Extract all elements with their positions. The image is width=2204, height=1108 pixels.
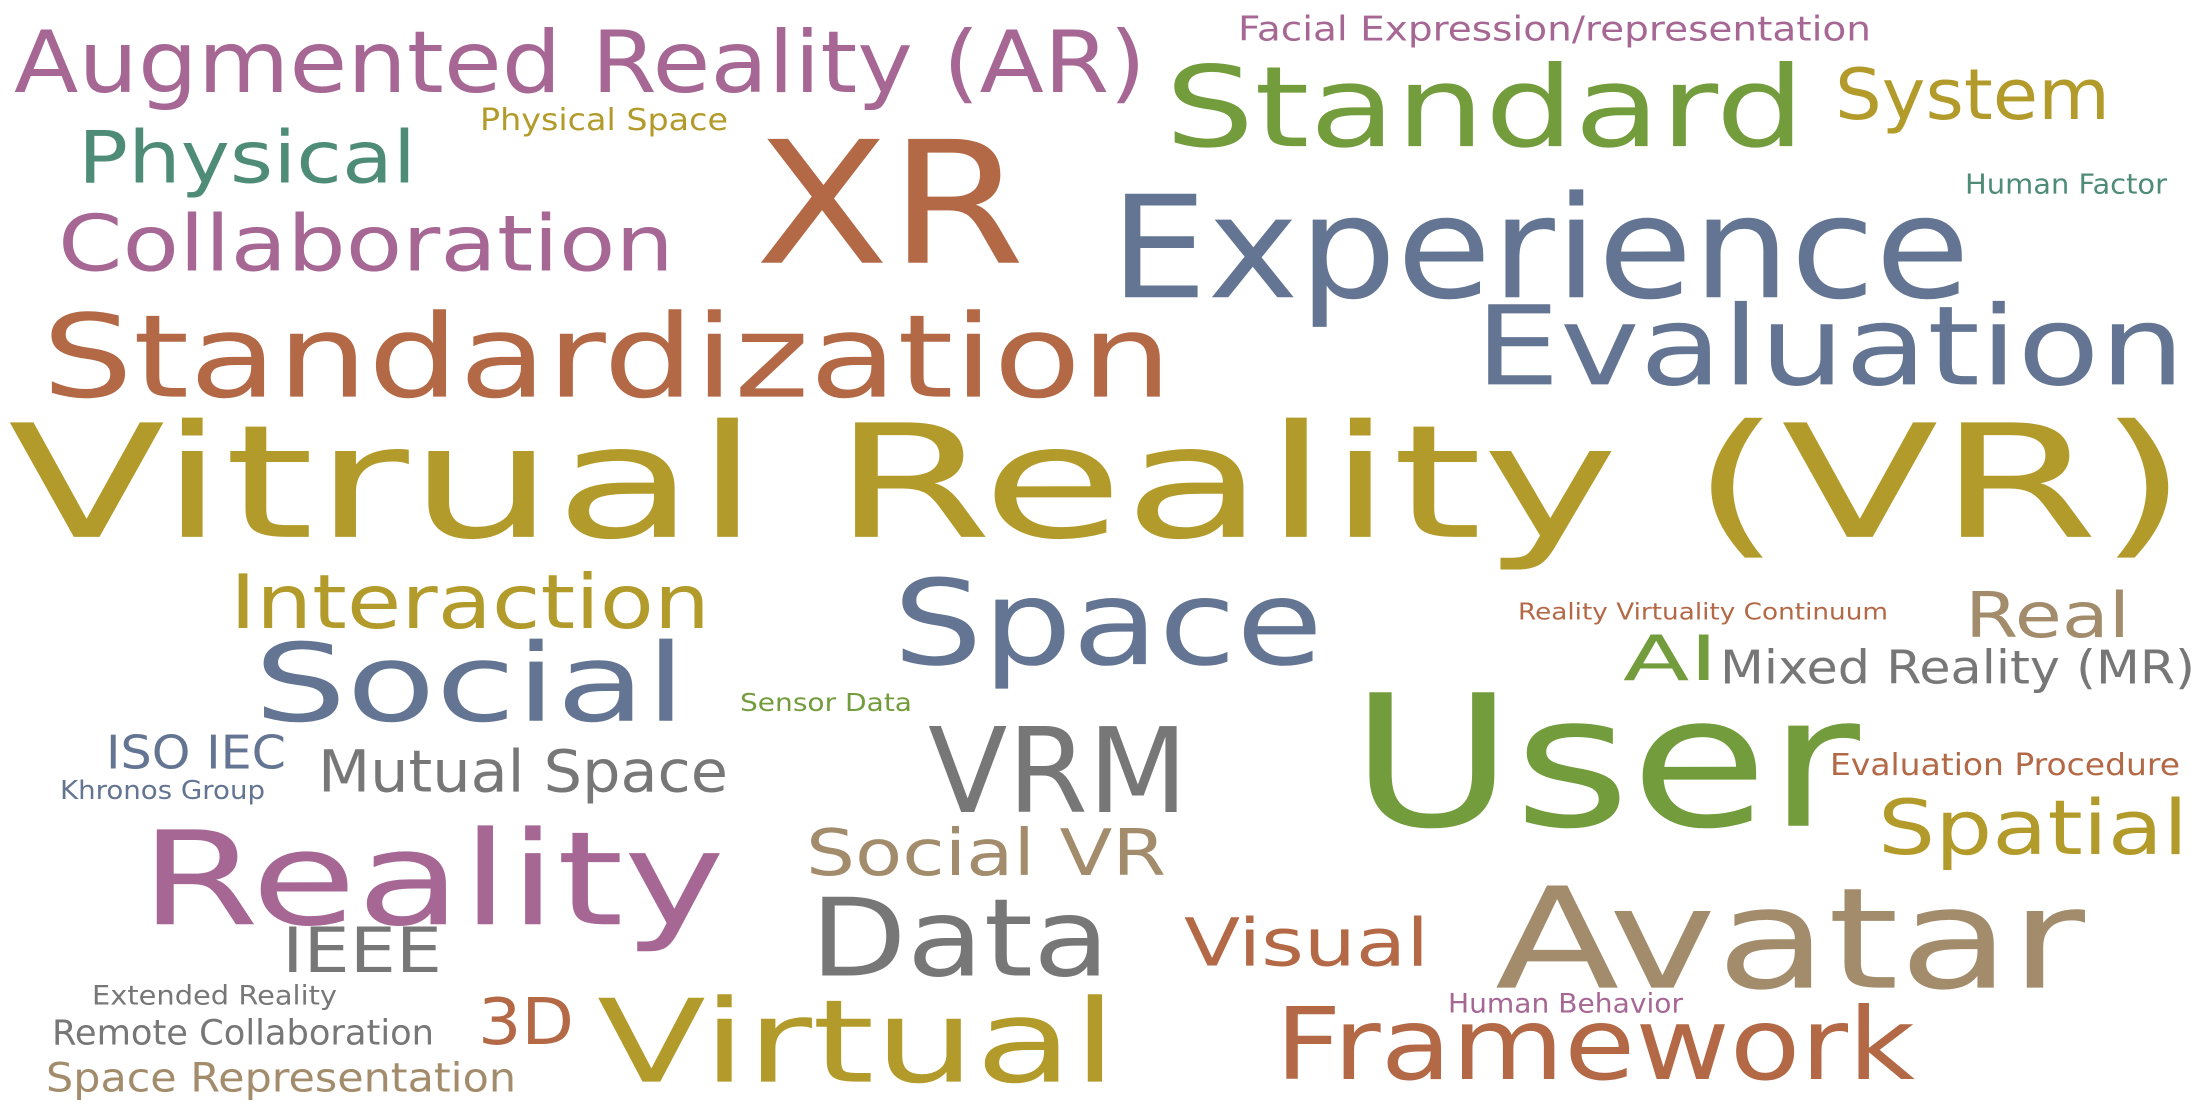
word-framework: Framework: [1275, 986, 1915, 1103]
word-interaction: Interaction: [230, 558, 710, 646]
word-vrm: VRM: [928, 702, 1188, 841]
word-human-factor: Human Factor: [1965, 167, 2167, 201]
word-spatial: Spatial: [1878, 783, 2188, 873]
word-standardization: Standardization: [42, 289, 1172, 425]
word-collaboration: Collaboration: [58, 197, 674, 290]
word-system: System: [1835, 53, 2110, 136]
word-vitrual-reality-vr: Vitrual Reality (VR): [8, 390, 2188, 575]
word-remote-collaboration: Remote Collaboration: [52, 1011, 434, 1053]
word-space-representation: Space Representation: [46, 1054, 516, 1102]
word-avatar: Avatar: [1495, 857, 2085, 1022]
word-visual: Visual: [1184, 904, 1429, 982]
word-mutual-space: Mutual Space: [318, 737, 728, 806]
word-facial-expression-representation: Facial Expression/representation: [1238, 8, 1871, 49]
word-evaluation-procedure: Evaluation Procedure: [1830, 747, 2180, 783]
word-virtual: Virtual: [597, 974, 1117, 1108]
word-sensor-data: Sensor Data: [740, 687, 912, 717]
word-data: Data: [810, 875, 1110, 1002]
word-social: Social: [254, 620, 686, 747]
word-standard: Standard: [1165, 41, 1805, 173]
word-real: Real: [1965, 579, 2130, 652]
word-ai: AI: [1623, 622, 1718, 695]
word-physical-space: Physical Space: [480, 102, 728, 138]
word-physical: Physical: [78, 115, 416, 200]
word-user: User: [1350, 655, 1860, 870]
word-khronos-group: Khronos Group: [60, 774, 265, 806]
word-experience: Experience: [1110, 165, 1970, 332]
word-reality-virtuality-continuum: Reality Virtuality Continuum: [1518, 597, 1888, 625]
word-ieee: IEEE: [282, 914, 442, 987]
word-extended-reality: Extended Reality: [92, 979, 337, 1012]
word-xr: XR: [755, 104, 1025, 304]
word-augmented-reality-ar: Augmented Reality (AR): [14, 12, 1146, 113]
word-evaluation: Evaluation: [1475, 282, 2185, 411]
word-space: Space: [893, 554, 1323, 693]
word-mixed-reality-mr: Mixed Reality (MR): [1720, 640, 2195, 695]
word-social-vr: Social VR: [806, 815, 1166, 891]
word-3d: 3D: [478, 984, 574, 1060]
word-iso-iec: ISO IEC: [106, 725, 286, 780]
word-human-behavior: Human Behavior: [1448, 987, 1683, 1020]
word-reality: Reality: [140, 803, 725, 956]
